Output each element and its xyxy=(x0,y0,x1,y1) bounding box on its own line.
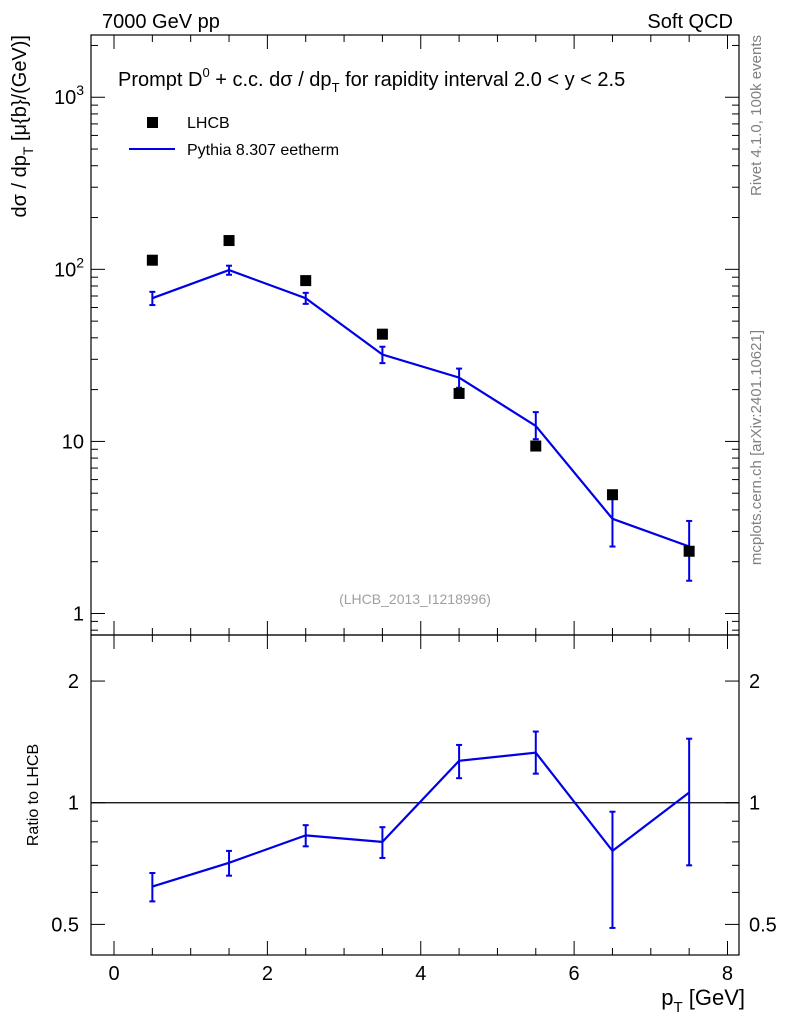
x-tick-label: 6 xyxy=(569,963,580,985)
ratio-y-tick-label: 2 xyxy=(68,671,79,693)
lhcb-data-point xyxy=(453,387,465,399)
legend-lhcb-label: LHCB xyxy=(187,115,230,132)
ratio-y-tick-label: 0.5 xyxy=(51,914,79,936)
rivet-version-label: Rivet 4.1.0, 100k events xyxy=(748,35,765,196)
main-title: Prompt D0 + c.c. dσ / dpT for rapidity i… xyxy=(118,65,625,95)
ratio-y-tick-label: 1 xyxy=(68,793,79,815)
ratio-y-tick-label-right: 2 xyxy=(749,671,760,693)
x-tick-label: 4 xyxy=(415,963,426,985)
lhcb-data-point xyxy=(146,254,158,266)
y-tick-label: 10 xyxy=(62,431,84,453)
main-data-marks xyxy=(146,235,695,582)
lhcb-data-point xyxy=(223,235,235,247)
header-right: Soft QCD xyxy=(647,11,733,33)
ratio-axis-ticks: 0 2 4 6 8 0.5 0.5 1 1 2 2 xyxy=(51,635,777,985)
legend-lhcb-marker xyxy=(147,117,158,128)
ratio-y-tick-label-right: 0.5 xyxy=(749,914,777,936)
ratio-data-marks xyxy=(149,730,693,929)
legend-pythia-label: Pythia 8.307 eetherm xyxy=(187,142,339,159)
lhcb-data-point xyxy=(376,328,388,340)
ratio-y-axis-label: Ratio to LHCB xyxy=(25,744,42,846)
x-axis-label: pT [GeV] xyxy=(661,985,745,1016)
ratio-panel-frame xyxy=(90,634,740,956)
ratio-curve xyxy=(151,751,690,888)
lhcb-data-point xyxy=(530,440,542,452)
ratio-y-tick-label-right: 1 xyxy=(749,793,760,815)
x-tick-label: 2 xyxy=(262,963,273,985)
legend: LHCB Pythia 8.307 eetherm xyxy=(129,115,339,159)
x-tick-label: 8 xyxy=(722,963,733,985)
analysis-id-annotation: (LHCB_2013_I1218996) xyxy=(339,591,491,607)
y-tick-label: 103 xyxy=(54,82,84,109)
y-tick-label: 1 xyxy=(73,604,84,626)
lhcb-data-point xyxy=(683,545,695,557)
mcplots-label: mcplots.cern.ch [arXiv:2401.10621] xyxy=(748,330,765,565)
main-y-axis-label: dσ / dpT [μ{b}/(GeV)] xyxy=(9,35,36,218)
y-tick-label: 102 xyxy=(54,254,84,281)
x-tick-label: 0 xyxy=(108,963,119,985)
pythia-curve xyxy=(151,268,690,548)
lhcb-data-point xyxy=(300,275,312,287)
lhcb-data-point xyxy=(606,489,618,501)
header-left: 7000 GeV pp xyxy=(102,11,220,33)
main-axis-ticks: 1 10 102 103 xyxy=(54,35,739,635)
